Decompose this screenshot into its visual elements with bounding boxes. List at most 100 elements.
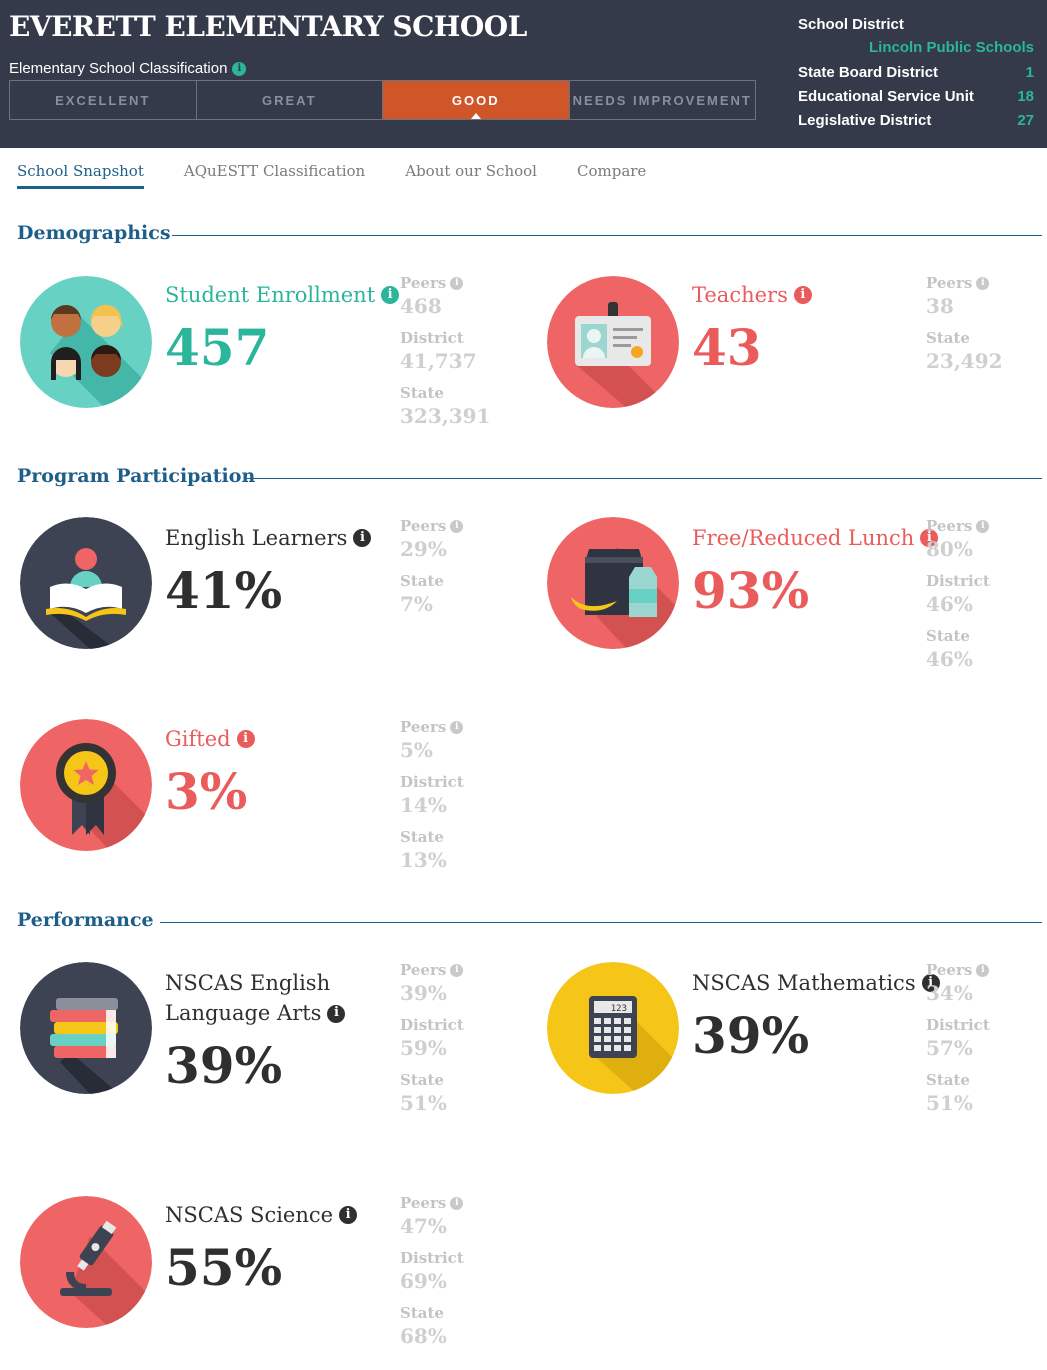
- comparison-label: District: [400, 329, 464, 347]
- info-icon[interactable]: i: [381, 286, 400, 305]
- info-icon[interactable]: i: [450, 1196, 464, 1210]
- page-header: EVERETT ELEMENTARY SCHOOL Elementary Sch…: [0, 0, 1047, 148]
- info-icon[interactable]: i: [920, 529, 939, 548]
- tab-compare[interactable]: Compare: [576, 162, 647, 180]
- classification-label-text: Elementary School Classification: [9, 60, 228, 77]
- comparison-list: Peers i 39% District 59% State 51%: [400, 959, 464, 1124]
- comparison-value: 51%: [400, 1091, 447, 1115]
- classification-good[interactable]: GOOD: [383, 81, 570, 119]
- comparison-list: Peers i 468 District 41,737 State 323,391: [400, 272, 490, 437]
- metric-title: Gifted i: [165, 724, 255, 754]
- metric-title: English Learners i: [165, 523, 372, 553]
- classification-needs-improvement[interactable]: NEEDS IMPROVEMENT: [572, 92, 752, 108]
- free-reduced-lunch-title: Free/Reduced Lunch: [692, 526, 915, 550]
- district-row-value: 18: [1017, 87, 1034, 105]
- comparison-value: 46%: [926, 647, 973, 671]
- comparison-value: 23,492: [926, 349, 1003, 373]
- school-name: EVERETT ELEMENTARY SCHOOL: [9, 10, 527, 43]
- metric-title: NSCAS English Language Arts i: [165, 968, 346, 1029]
- free-reduced-lunch-value: 93%: [692, 561, 810, 620]
- calculator-display: 123: [611, 1004, 627, 1014]
- info-icon[interactable]: i: [236, 730, 255, 749]
- info-icon[interactable]: i: [450, 276, 464, 290]
- comparison-label: State: [400, 828, 444, 846]
- comparison-label: Peers i: [400, 716, 464, 738]
- classification-excellent[interactable]: EXCELLENT: [10, 81, 197, 119]
- comparison-value: 46%: [926, 592, 973, 616]
- info-icon[interactable]: i: [976, 963, 990, 977]
- info-icon[interactable]: i: [450, 519, 464, 533]
- comparison-value: 68%: [400, 1324, 447, 1348]
- district-row-label: Legislative District: [798, 111, 932, 129]
- district-row: Legislative District 27: [798, 108, 1034, 132]
- comparison-label: State: [926, 627, 970, 645]
- calculator-icon: 123: [547, 962, 679, 1094]
- comparison-value: 69%: [400, 1269, 447, 1293]
- nscas-ela-title-line2: Language Arts: [165, 1001, 322, 1026]
- school-district-label-row: School District: [798, 12, 1034, 36]
- info-icon[interactable]: i: [450, 963, 464, 977]
- district-row-value: 27: [1017, 111, 1034, 129]
- comparison-value: 13%: [400, 848, 447, 872]
- metric-title: Teachers i: [692, 280, 812, 310]
- classification-bar: EXCELLENT GREAT GOOD NEEDS IMPROVEMENT: [9, 80, 756, 120]
- section-program-participation: Program Participation: [17, 465, 256, 487]
- tab-about-our-school[interactable]: About our School: [405, 162, 537, 180]
- nscas-ela-value: 39%: [165, 1036, 283, 1095]
- info-icon[interactable]: i: [450, 720, 464, 734]
- info-icon[interactable]: i: [339, 1206, 358, 1225]
- nscas-science-value: 55%: [165, 1238, 283, 1297]
- section-divider: [245, 478, 1042, 479]
- comparison-value: 29%: [400, 537, 447, 561]
- teachers-title: Teachers: [692, 283, 788, 307]
- tab-school-snapshot[interactable]: School Snapshot: [17, 162, 144, 189]
- student-enrollment-value: 457: [165, 318, 270, 377]
- comparison-label: State: [926, 329, 970, 347]
- info-icon[interactable]: i: [921, 974, 940, 993]
- id-badge-icon: [547, 276, 679, 408]
- comparison-list: Peers i 5% District 14% State 13%: [400, 716, 464, 881]
- comparison-label: State: [400, 384, 444, 402]
- school-district-label: School District: [798, 15, 904, 33]
- comparison-value: 59%: [400, 1036, 447, 1060]
- classification-great[interactable]: GREAT: [197, 81, 383, 119]
- info-icon[interactable]: i: [232, 61, 247, 76]
- reader-icon: [20, 517, 152, 649]
- comparison-value: 14%: [400, 793, 447, 817]
- info-icon[interactable]: i: [353, 529, 372, 548]
- student-enrollment-title: Student Enrollment: [165, 283, 376, 307]
- comparison-label: Peers i: [926, 515, 990, 537]
- section-demographics: Demographics: [17, 222, 171, 244]
- teachers-value: 43: [692, 318, 762, 377]
- comparison-label: District: [926, 1016, 990, 1034]
- info-icon[interactable]: i: [976, 276, 990, 290]
- info-icon[interactable]: i: [976, 519, 990, 533]
- comparison-value: 34%: [926, 981, 973, 1005]
- comparison-label: Peers i: [926, 272, 1003, 294]
- comparison-value: 41,737: [400, 349, 477, 373]
- english-learners-value: 41%: [165, 561, 283, 620]
- section-divider: [160, 922, 1042, 923]
- lunch-icon: [547, 517, 679, 649]
- info-icon[interactable]: i: [327, 1004, 346, 1023]
- district-row-value: 1: [1025, 63, 1034, 81]
- school-district-link[interactable]: Lincoln Public Schools: [868, 39, 1034, 56]
- comparison-list: Peers i 38 State 23,492: [926, 272, 1003, 382]
- comparison-value: 323,391: [400, 404, 491, 428]
- students-icon: [20, 276, 152, 408]
- comparison-label: District: [400, 1016, 464, 1034]
- metric-title: Student Enrollment i: [165, 280, 400, 310]
- tab-aquestt-classification[interactable]: AQuESTT Classification: [183, 162, 366, 180]
- comparison-value: 57%: [926, 1036, 973, 1060]
- comparison-list: Peers i 80% District 46% State 46%: [926, 515, 990, 680]
- comparison-label: Peers i: [400, 959, 464, 981]
- comparison-value: 51%: [926, 1091, 973, 1115]
- ribbon-icon: [20, 719, 152, 851]
- comparison-value: 5%: [400, 738, 433, 762]
- comparison-list: Peers i 47% District 69% State 68%: [400, 1192, 464, 1357]
- metric-title: Free/Reduced Lunch i: [692, 523, 939, 553]
- district-row: State Board District 1: [798, 60, 1034, 84]
- info-icon[interactable]: i: [793, 286, 812, 305]
- comparison-label: District: [400, 773, 464, 791]
- gifted-title: Gifted: [165, 727, 231, 751]
